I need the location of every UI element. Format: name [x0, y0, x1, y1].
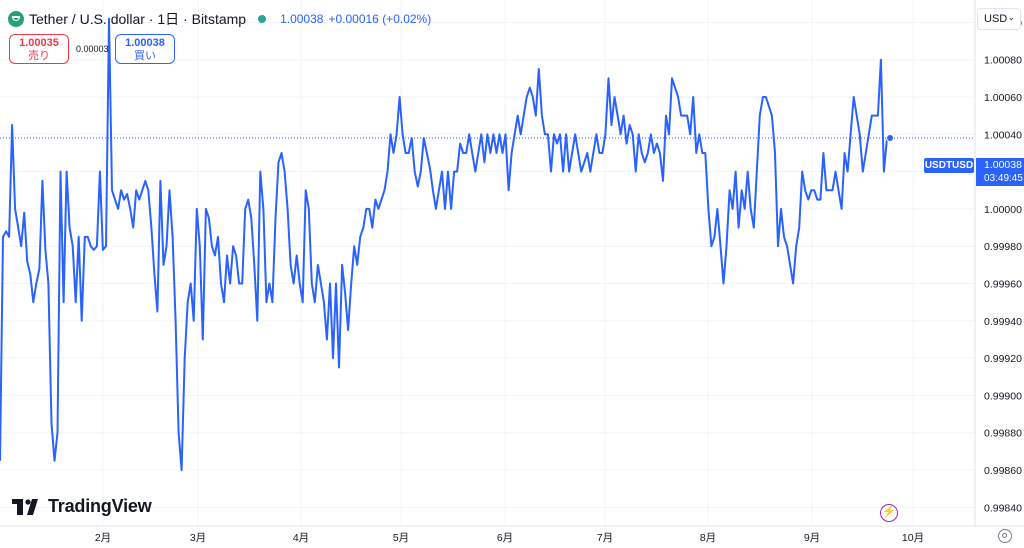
- time-axis-labels: 2月 3月 4月 5月 6月 7月 8月 9月 10月: [95, 532, 924, 544]
- x-tick-label: 6月: [497, 532, 513, 544]
- market-status-icon[interactable]: [258, 15, 267, 23]
- y-tick-label: 1.00040: [984, 129, 1022, 141]
- buy-label: 買い: [134, 50, 156, 62]
- tradingview-logo[interactable]: TradingView: [12, 496, 152, 517]
- x-tick-label: 5月: [393, 532, 409, 544]
- y-tick-label: 1.00000: [984, 204, 1022, 216]
- header-last-price: 1.00038: [280, 12, 324, 26]
- sell-label: 売り: [28, 50, 50, 62]
- x-tick-label: 8月: [700, 532, 716, 544]
- price-axis-labels: 1.001001.000801.000601.000401.000201.000…: [984, 17, 1022, 514]
- currency-value: USD: [984, 13, 1008, 25]
- y-tick-label: 0.99960: [984, 279, 1022, 291]
- last-price-tag-value: 1.00038: [984, 159, 1022, 171]
- y-tick-label: 0.99880: [984, 428, 1022, 440]
- vertical-gridlines: [102, 0, 914, 526]
- y-tick-label: 0.99860: [984, 465, 1022, 477]
- x-tick-label: 4月: [293, 532, 309, 544]
- x-tick-label: 7月: [597, 532, 613, 544]
- y-tick-label: 0.99840: [984, 502, 1022, 514]
- y-tick-label: 0.99980: [984, 241, 1022, 253]
- header-change: +0.00016 (+0.02%): [328, 12, 432, 26]
- horizontal-gridlines: [0, 21, 975, 508]
- buy-button[interactable]: 1.00038 買い: [115, 34, 175, 64]
- last-price-dot: [886, 134, 894, 143]
- y-tick-label: 1.00080: [984, 55, 1022, 67]
- y-tick-label: 0.99920: [984, 353, 1022, 365]
- y-tick-label: 0.99940: [984, 316, 1022, 328]
- bar-countdown: 03:49:45: [984, 173, 1023, 184]
- sell-button[interactable]: 1.00035 売り: [9, 34, 69, 64]
- settings-icon[interactable]: [998, 529, 1012, 543]
- spread-value: 0.00003: [76, 44, 109, 54]
- price-series-line: [0, 17, 890, 471]
- chevron-down-icon: ⌄: [1007, 12, 1015, 22]
- lightning-icon[interactable]: ⚡: [880, 504, 898, 522]
- tether-logo-icon: [8, 11, 24, 27]
- logo-text: TradingView: [48, 496, 152, 516]
- x-tick-label: 3月: [190, 532, 206, 544]
- symbol-price-tag: USDTUSD: [924, 158, 974, 173]
- tradingview-logo-icon: [12, 498, 38, 515]
- symbol-title[interactable]: Tether / U.S. dollar · 1日 · Bitstamp: [29, 11, 247, 27]
- sell-price: 1.00035: [19, 37, 59, 49]
- x-tick-label: 10月: [902, 532, 924, 544]
- currency-select[interactable]: USD ⌄: [977, 8, 1021, 30]
- chart-header: Tether / U.S. dollar · 1日 · Bitstamp 1.0…: [8, 9, 431, 29]
- x-tick-label: 2月: [95, 532, 111, 544]
- y-tick-label: 0.99900: [984, 390, 1022, 402]
- y-tick-label: 1.00060: [984, 92, 1022, 104]
- buy-price: 1.00038: [125, 37, 165, 49]
- x-tick-label: 9月: [804, 532, 820, 544]
- last-price-tag: 1.00038 03:49:45: [976, 158, 1024, 186]
